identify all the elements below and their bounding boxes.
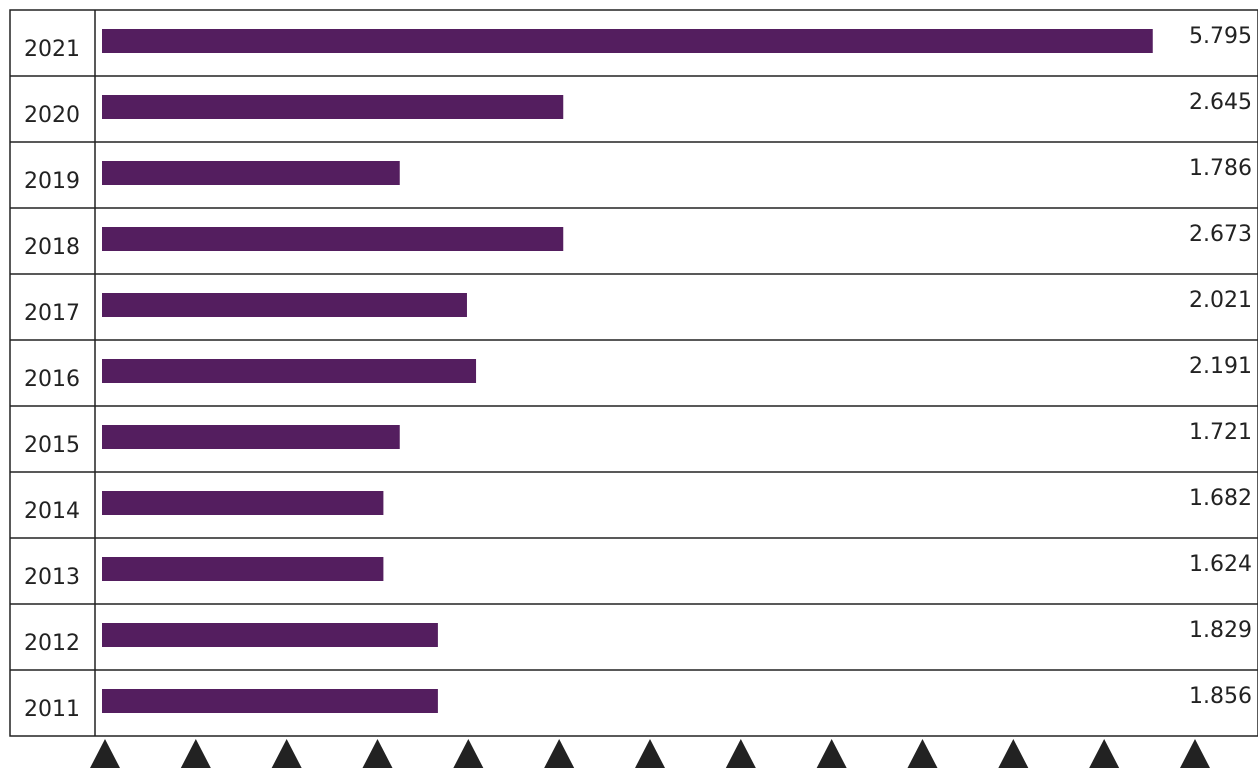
axis-marker-triangle xyxy=(453,739,484,768)
data-label: 1.682 xyxy=(1189,486,1252,511)
category-label: 2020 xyxy=(24,103,80,128)
axis-marker-triangle xyxy=(362,739,393,768)
bar xyxy=(102,29,1153,53)
axis-marker-triangle xyxy=(907,739,938,768)
data-label: 1.786 xyxy=(1189,156,1252,181)
category-label: 2018 xyxy=(24,235,80,260)
bar xyxy=(102,95,564,119)
data-label: 1.856 xyxy=(1189,684,1252,709)
data-label: 1.721 xyxy=(1189,420,1252,445)
data-label: 2.645 xyxy=(1189,90,1252,115)
data-label: 2.191 xyxy=(1189,354,1252,379)
bar xyxy=(102,227,564,251)
axis-marker-triangle xyxy=(725,739,756,768)
axis-marker-triangle xyxy=(1180,739,1210,768)
bar xyxy=(102,425,400,449)
axis-marker-triangle xyxy=(998,739,1029,768)
bar xyxy=(102,293,467,317)
category-label: 2013 xyxy=(24,565,80,590)
data-label: 2.021 xyxy=(1189,288,1252,313)
axis-marker-triangle xyxy=(816,739,847,768)
axis-marker-triangle xyxy=(180,739,211,768)
bar xyxy=(102,359,477,383)
bar xyxy=(102,623,438,647)
data-label: 2.673 xyxy=(1189,222,1252,247)
category-label: 2017 xyxy=(24,301,80,326)
data-label: 1.624 xyxy=(1189,552,1252,577)
axis-marker-triangle xyxy=(635,739,665,768)
category-label: 2011 xyxy=(24,697,80,722)
axis-marker-triangle xyxy=(1089,739,1120,768)
category-label: 2015 xyxy=(24,433,80,458)
category-label: 2019 xyxy=(24,169,80,194)
data-label: 1.829 xyxy=(1189,618,1252,643)
bar xyxy=(102,161,400,185)
category-label: 2016 xyxy=(24,367,80,392)
category-label: 2012 xyxy=(24,631,80,656)
axis-marker-triangle xyxy=(544,739,575,768)
data-label: 5.795 xyxy=(1189,24,1252,49)
category-label: 2014 xyxy=(24,499,80,524)
plot-frame xyxy=(9,9,1258,737)
bar xyxy=(102,557,384,581)
axis-marker-triangle xyxy=(271,739,302,768)
axis-marker-triangle xyxy=(90,739,120,768)
bar xyxy=(102,689,438,713)
category-label: 2021 xyxy=(24,37,80,62)
bar xyxy=(102,491,384,515)
